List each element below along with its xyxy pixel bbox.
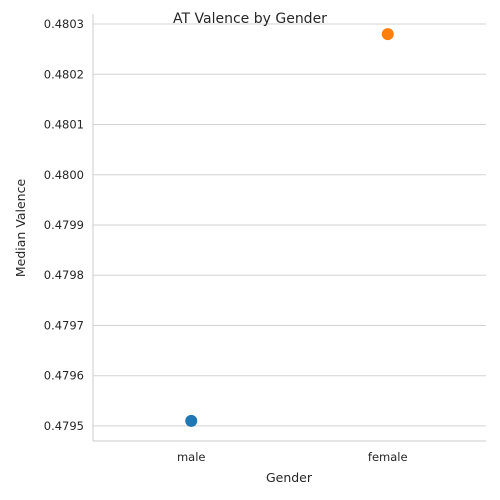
data-points (185, 28, 394, 427)
x-axis-label: Gender (266, 470, 313, 485)
y-tick-label: 0.4796 (44, 369, 84, 383)
x-tick-labels: male female (177, 450, 408, 464)
y-tick-label: 0.4795 (44, 419, 84, 433)
chart-title: AT Valence by Gender (173, 11, 327, 27)
y-tick-label: 0.4799 (44, 218, 84, 232)
x-tick-label-male: male (177, 450, 206, 464)
y-tick-label: 0.4801 (44, 118, 84, 132)
y-tick-label: 0.4803 (44, 17, 84, 31)
y-tick-label: 0.4800 (44, 168, 84, 182)
y-tick-labels: 0.4795 0.4796 0.4797 0.4798 0.4799 0.4800 0.48… (44, 17, 84, 433)
y-tick-label: 0.4802 (44, 67, 84, 81)
y-axis-label: Median Valence (13, 179, 28, 278)
x-tick-label-female: female (368, 450, 408, 464)
y-tick-label: 0.4797 (44, 318, 84, 332)
y-tick-label: 0.4798 (44, 268, 84, 282)
data-point-female (381, 28, 394, 41)
data-point-male (185, 414, 198, 427)
grid-lines (93, 23, 486, 427)
